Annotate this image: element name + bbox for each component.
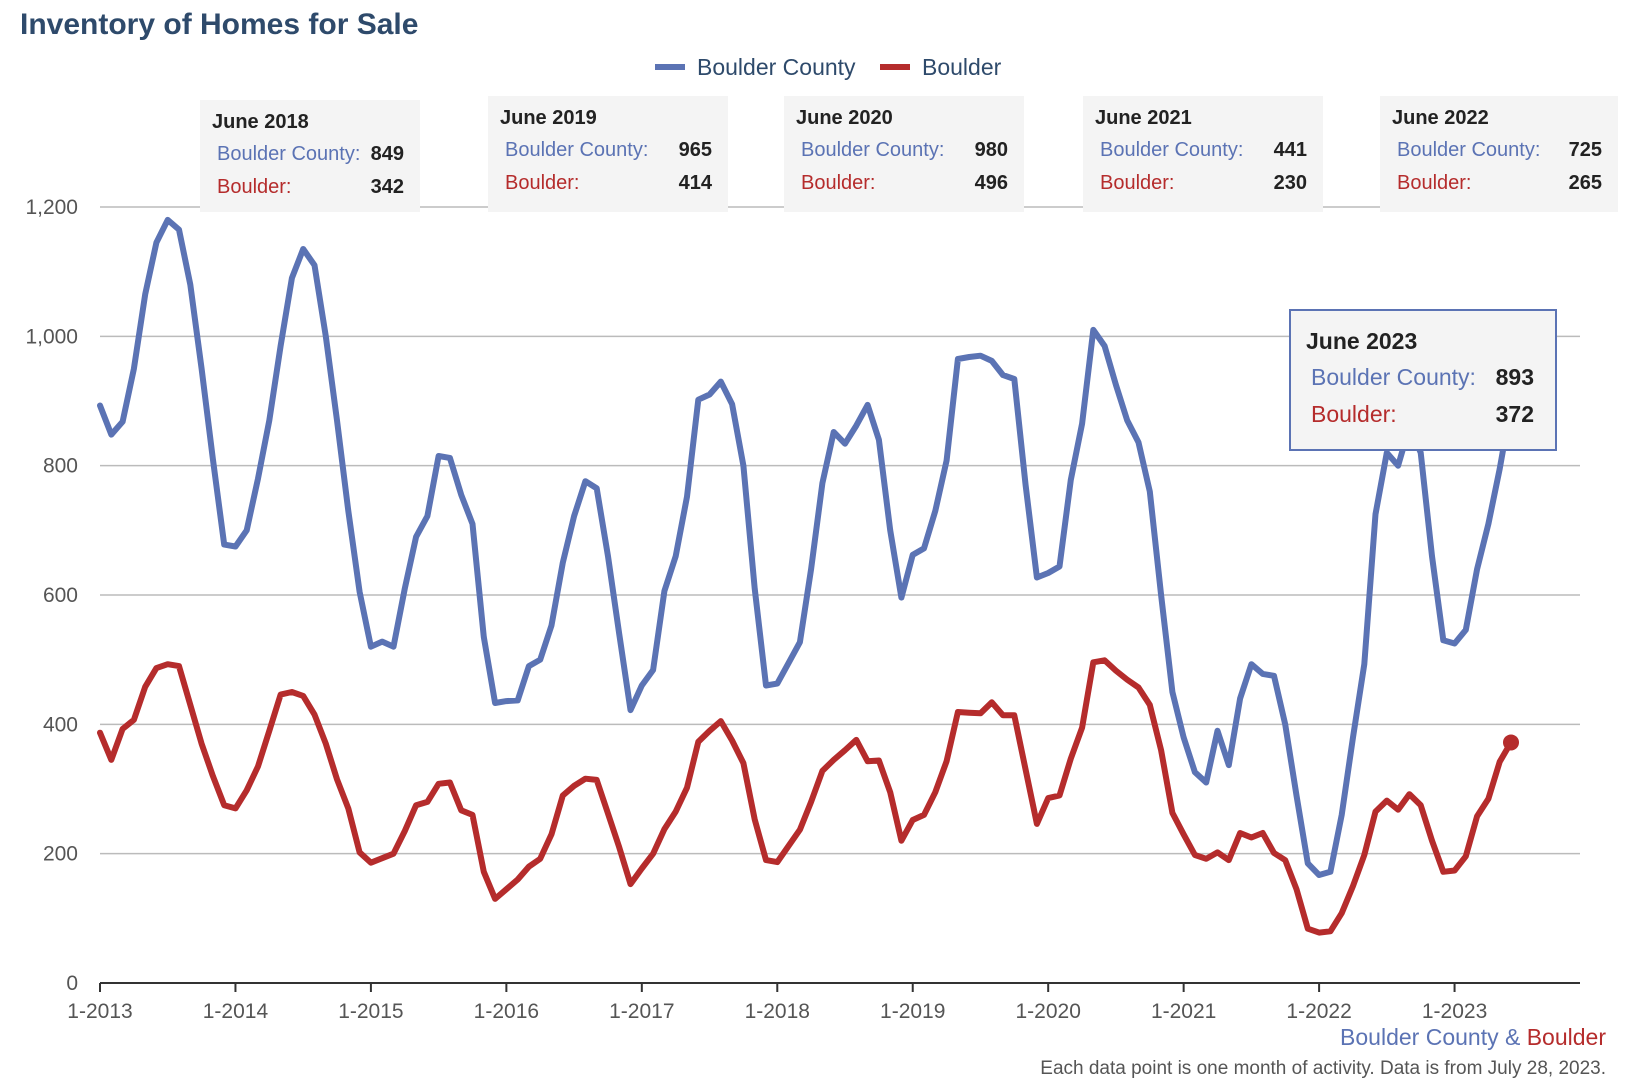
y-tick-label: 0 <box>66 972 78 995</box>
y-tick-label: 200 <box>43 843 78 866</box>
tooltip-county-label: Boulder County: <box>1100 139 1243 161</box>
footer-legend-city: Boulder <box>1526 1024 1606 1050</box>
footer-legend-amp: & <box>1498 1024 1527 1050</box>
tooltip-county-label: Boulder County: <box>217 143 360 165</box>
tooltip-city-value: 414 <box>679 172 713 194</box>
tooltip-city-label: Boulder: <box>1100 172 1175 194</box>
tooltip-city-label: Boulder: <box>1311 401 1397 427</box>
y-tick-label: 600 <box>43 584 78 607</box>
tooltip-county-label: Boulder County: <box>505 139 648 161</box>
x-tick-label: 1-2023 <box>1422 1000 1487 1023</box>
tooltip-city-value: 342 <box>371 176 404 198</box>
tooltip-city-value: 230 <box>1274 172 1307 194</box>
tooltip-june-2020: June 2020 Boulder County: 980 Boulder: 496 <box>784 96 1024 212</box>
y-tick-label: 1,000 <box>25 325 78 348</box>
footer-note: Each data point is one month of activity… <box>1040 1058 1606 1079</box>
tooltip-title: June 2019 <box>500 107 597 129</box>
chart-title: Inventory of Homes for Sale <box>20 8 419 41</box>
tooltip-county-value: 980 <box>975 139 1008 161</box>
tooltip-box <box>200 100 420 212</box>
tooltip-title: June 2020 <box>796 107 893 129</box>
tooltip-box <box>1083 96 1323 212</box>
series-endpoint <box>1503 734 1519 751</box>
tooltip-county-value: 725 <box>1569 139 1602 161</box>
series-line-city <box>97 657 1514 936</box>
tooltip-box <box>488 96 728 212</box>
tooltip-city-value: 496 <box>975 172 1008 194</box>
y-tick-label: 1,200 <box>25 196 78 219</box>
tooltip-county-value: 441 <box>1274 139 1307 161</box>
series-line-county <box>97 216 1514 878</box>
x-tick-label: 1-2016 <box>474 1000 539 1023</box>
tooltip-county-label: Boulder County: <box>801 139 944 161</box>
x-tick-label: 1-2018 <box>745 1000 810 1023</box>
footer-series-legend: Boulder County & Boulder <box>1340 1024 1606 1051</box>
tooltip-county-value: 849 <box>371 143 404 165</box>
tooltip-city-label: Boulder: <box>1397 172 1472 194</box>
y-tick-label: 800 <box>43 455 78 478</box>
tooltip-county-value: 965 <box>679 139 712 161</box>
tooltip-county-label: Boulder County: <box>1311 364 1476 390</box>
x-tick-label: 1-2013 <box>67 1000 132 1023</box>
legend-label-county: Boulder County <box>697 54 856 80</box>
x-tick-label: 1-2015 <box>338 1000 403 1023</box>
x-tick-label: 1-2014 <box>203 1000 269 1023</box>
tooltip-june-2021: June 2021 Boulder County: 441 Boulder: 230 <box>1083 96 1323 212</box>
tooltip-city-label: Boulder: <box>217 176 292 198</box>
tooltip-june-2018: June 2018 Boulder County: 849 Boulder: 342 <box>200 100 420 212</box>
tooltip-title: June 2018 <box>212 111 309 133</box>
tooltip-city-value: 372 <box>1496 401 1534 427</box>
chart-legend: Boulder County Boulder <box>655 54 1002 80</box>
tooltip-box <box>1380 96 1618 212</box>
tooltip-city-label: Boulder: <box>801 172 876 194</box>
tooltip-city-label: Boulder: <box>505 172 580 194</box>
tooltip-city-value: 265 <box>1569 172 1602 194</box>
tooltip-title: June 2022 <box>1392 107 1489 129</box>
tooltip-county-label: Boulder County: <box>1397 139 1540 161</box>
y-tick-label: 400 <box>43 713 78 736</box>
tooltip-title: June 2021 <box>1095 107 1192 129</box>
x-tick-label: 1-2021 <box>1151 1000 1216 1023</box>
x-tick-label: 1-2017 <box>609 1000 674 1023</box>
x-tick-label: 1-2019 <box>880 1000 945 1023</box>
legend-label-city: Boulder <box>922 54 1002 80</box>
x-tick-label: 1-2020 <box>1015 1000 1080 1023</box>
tooltip-june-2019: June 2019 Boulder County: 965 Boulder: 414 <box>488 96 728 212</box>
tooltip-active: June 2023 Boulder County: 893 Boulder: 372 <box>1289 309 1557 451</box>
tooltip-title: June 2023 <box>1306 328 1417 354</box>
tooltip-box <box>1289 309 1557 451</box>
footer-legend-county: Boulder County <box>1340 1024 1499 1050</box>
x-tick-label: 1-2022 <box>1286 1000 1351 1023</box>
tooltip-june-2022: June 2022 Boulder County: 725 Boulder: 265 <box>1380 96 1618 212</box>
tooltip-county-value: 893 <box>1496 364 1534 390</box>
tooltip-box <box>784 96 1024 212</box>
